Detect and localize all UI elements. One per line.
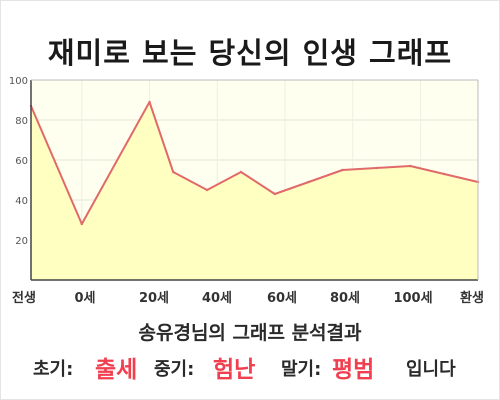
chart-tick-labels: 20 40 60 80 100 전생 0세 20세 40세 60세 80세 100세 환생 bbox=[9, 76, 484, 306]
result-suffix: 입니다 bbox=[406, 359, 456, 380]
x-tick-label: 20세 bbox=[139, 291, 169, 306]
x-tick-label: 80세 bbox=[330, 291, 360, 306]
late-value: 평범 bbox=[332, 357, 375, 383]
x-tick-label: 0세 bbox=[74, 291, 95, 306]
mid-label: 중기: bbox=[154, 359, 195, 380]
y-tick-label: 40 bbox=[15, 196, 28, 207]
analysis-subtitle: 송유경님의 그래프 분석결과 bbox=[138, 322, 362, 344]
series-point bbox=[375, 166, 378, 170]
x-tick-label: 60세 bbox=[267, 291, 297, 306]
series-point bbox=[341, 168, 344, 172]
x-tick-label: 100세 bbox=[393, 291, 432, 306]
y-tick-label: 100 bbox=[9, 76, 28, 87]
series-point bbox=[273, 192, 277, 196]
late-label: 말기: bbox=[281, 359, 322, 380]
y-tick-label: 60 bbox=[15, 156, 28, 167]
series-point bbox=[80, 222, 83, 226]
y-tick-label: 20 bbox=[15, 236, 28, 247]
x-tick-label: 40세 bbox=[202, 291, 232, 306]
series-point bbox=[172, 170, 175, 174]
series-point bbox=[409, 164, 412, 168]
series-point bbox=[442, 172, 446, 176]
page-title: 재미로 보는 당신의 인생 그래프 bbox=[47, 36, 453, 70]
mid-value: 험난 bbox=[213, 357, 256, 383]
chart-area bbox=[29, 100, 480, 280]
y-tick-label: 80 bbox=[15, 116, 28, 127]
early-value: 출세 bbox=[95, 357, 138, 383]
series-point bbox=[205, 188, 209, 192]
series-point bbox=[239, 170, 243, 174]
life-graph-chart: 20 40 60 80 100 전생 0세 20세 40세 60세 80세 100세 환생 bbox=[9, 76, 484, 306]
x-tick-label: 전생 bbox=[12, 290, 36, 306]
early-label: 초기: bbox=[33, 359, 74, 380]
chart-axes bbox=[30, 79, 479, 281]
x-tick-label: 환생 bbox=[460, 290, 484, 306]
series-point bbox=[307, 180, 310, 184]
series-area-fill bbox=[31, 102, 478, 280]
series-point bbox=[148, 100, 151, 104]
analysis-result: 초기: 출세 중기: 험난 말기: 평범 입니다 bbox=[0, 349, 500, 383]
